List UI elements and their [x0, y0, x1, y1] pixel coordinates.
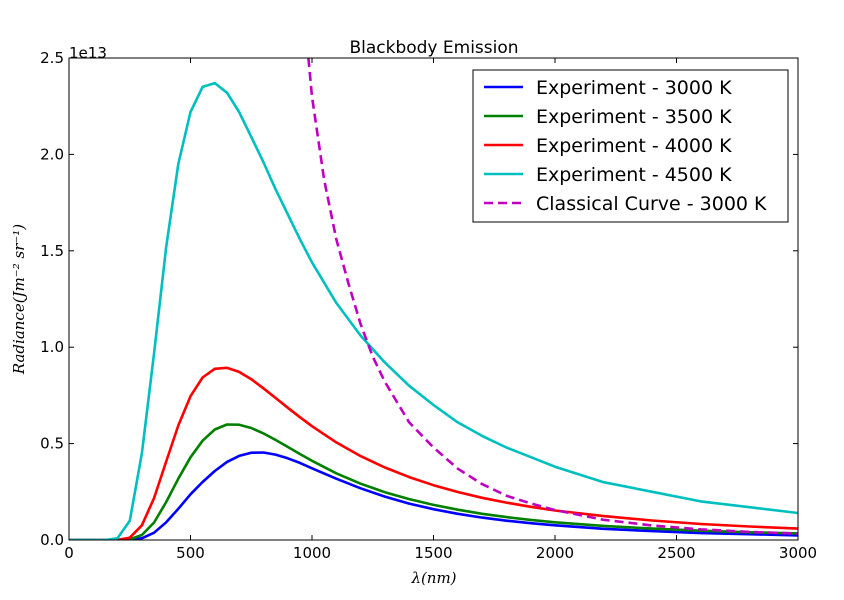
legend-label: Experiment - 3500 K [536, 106, 732, 128]
x-tick-label: 1500 [414, 544, 452, 562]
x-tick-label: 0 [64, 544, 74, 562]
series-line-1 [69, 451, 798, 540]
x-tick-label: 2000 [536, 544, 574, 562]
legend-label: Experiment - 4500 K [536, 164, 732, 186]
y-tick-label: 1.5 [40, 242, 64, 260]
y-tick-label: 2.0 [40, 145, 64, 163]
y-tick-label: 2.5 [40, 49, 64, 67]
chart-title: Blackbody Emission [349, 38, 518, 58]
legend-label: Experiment - 3000 K [536, 77, 732, 99]
series-line-5 [307, 58, 798, 535]
legend-label: Experiment - 4000 K [536, 135, 732, 157]
series-line-3 [69, 366, 798, 540]
axis-ticks: 0 500 1000 1500 2000 2500 3000 0.0 0.5 1.0 1.5 2.0 2… [40, 49, 817, 562]
legend-label: Classical Curve - 3000 K [536, 193, 767, 215]
plot-frame [68, 57, 799, 541]
x-tick-label: 2500 [657, 544, 695, 562]
y-tick-label: 0.0 [40, 531, 64, 549]
x-axis-label: λ(nm) [410, 569, 456, 587]
x-tick-label: 500 [176, 544, 205, 562]
legend: Experiment - 3000 K Experiment - 3500 K Ex… [472, 69, 789, 223]
y-tick-label: 0.5 [40, 435, 64, 453]
series-line-2 [69, 423, 798, 540]
plot-area [69, 58, 798, 540]
x-tick-label: 1000 [293, 544, 331, 562]
legend-box [472, 69, 789, 223]
y-tick-label: 1.0 [40, 338, 64, 356]
y-offset-text: 1e13 [69, 44, 107, 62]
y-axis-label: Radiance(Jm⁻² sr⁻¹) [10, 224, 28, 375]
series-line-4 [69, 81, 798, 540]
x-tick-label: 3000 [779, 544, 817, 562]
